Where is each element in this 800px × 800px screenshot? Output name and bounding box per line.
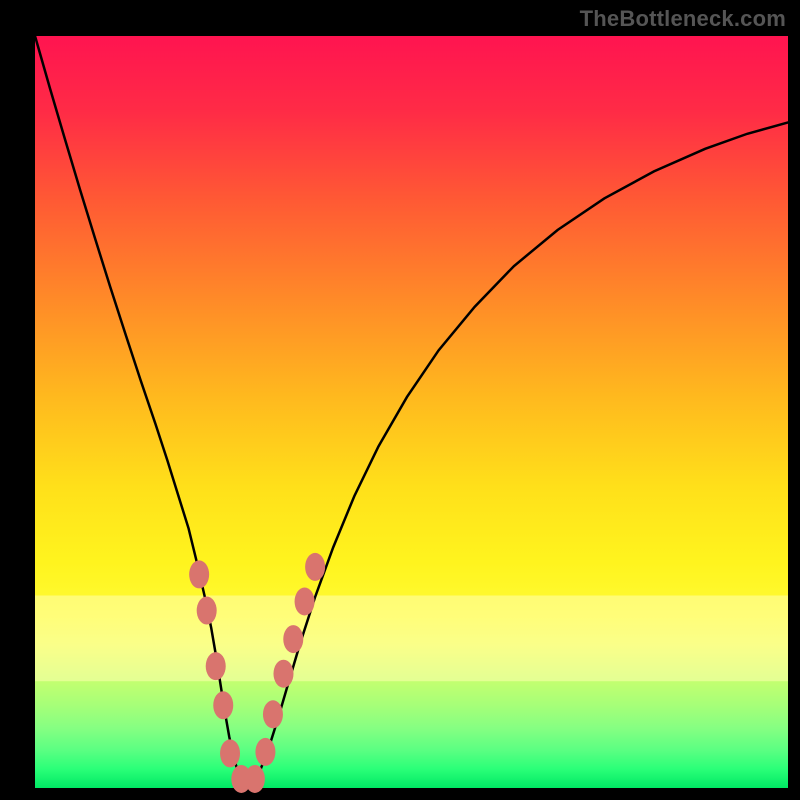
highlight-dot xyxy=(220,739,240,767)
highlight-dot xyxy=(263,700,283,728)
highlight-dot xyxy=(305,553,325,581)
highlight-dot xyxy=(206,652,226,680)
pale-yellow-band xyxy=(35,595,788,681)
bottleneck-chart xyxy=(0,0,800,800)
highlight-dot xyxy=(295,588,315,616)
highlight-dot xyxy=(283,625,303,653)
highlight-dot xyxy=(213,691,233,719)
highlight-dot xyxy=(273,660,293,688)
highlight-dot xyxy=(189,560,209,588)
highlight-dot xyxy=(197,597,217,625)
highlight-dot xyxy=(245,765,265,793)
highlight-dot xyxy=(255,738,275,766)
